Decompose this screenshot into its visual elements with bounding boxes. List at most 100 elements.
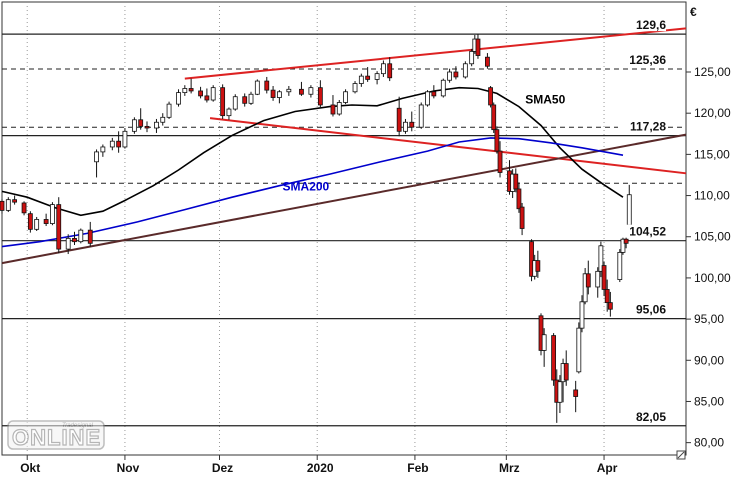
horizontal-levels [2,33,686,427]
level-label: 82,05 [636,410,666,424]
candle-body [12,199,18,203]
tradesignal-online-logo: ONLINE Tradesignal [7,420,105,451]
candles [0,34,632,423]
candle-body [381,63,386,75]
candle [182,85,188,96]
candle [299,81,304,96]
candle-body [56,204,62,250]
y-tick-label: 120,00 [694,106,731,120]
candle [72,231,77,245]
plot-area [1,1,687,456]
x-tick-label: Mrz [499,461,520,475]
candle-body [557,381,563,403]
y-tick-label: 80,00 [694,436,724,450]
candle [519,202,525,236]
y-tick-label: 85,00 [694,394,724,408]
candle-body [418,104,424,128]
candle-body [160,116,166,123]
candle-body [308,87,314,95]
candle [418,102,424,129]
candle-body [270,89,276,98]
candle-body [100,146,106,153]
candle-body [226,108,232,117]
candle [529,239,534,282]
level-label: 104,52 [629,225,666,239]
ma-annotation-label: SMA200 [283,180,330,194]
candle-body [626,194,632,226]
level-label-bg [618,224,666,238]
x-tick-label: Dez [212,461,233,475]
candle [403,118,408,134]
candle [27,211,33,233]
candle-body [116,140,122,148]
candle-body [409,121,415,128]
candle-body [176,92,181,105]
candle-body [43,219,49,224]
y-tick-label: 95,00 [694,312,724,326]
resize-corner-icon[interactable] [676,450,686,460]
candle-body [286,88,292,93]
candle [336,100,342,116]
candle [264,76,270,94]
candle [623,235,629,249]
level-label: 117,28 [630,120,666,134]
candle [308,85,314,98]
candle [270,86,276,101]
candle-body [374,73,380,80]
candle-body [541,334,547,351]
candle [598,241,604,278]
candle-body [27,213,33,230]
candle [176,89,181,107]
candle [43,213,49,227]
level-label-bg [618,119,666,133]
x-tick-label: Feb [407,461,428,475]
candle-body [188,88,194,92]
candle-body [494,129,500,152]
candle-body [94,151,99,163]
candle [595,267,601,298]
candle [440,78,446,98]
candle-body [299,88,304,95]
x-tick-label: Nov [117,461,140,475]
x-tick-label: Okt [20,461,40,475]
candle [286,86,292,96]
candle [516,182,522,213]
y-tick-label: 90,00 [694,353,724,367]
candle-body [403,121,408,132]
candle [585,260,591,295]
candle [396,96,402,137]
candle-body [21,202,27,214]
candle-body [535,260,541,272]
candle-body [579,301,585,329]
candle-body [336,102,342,115]
candle-body [365,75,371,80]
candle-body [607,302,613,310]
level-label: 129,6 [636,18,666,32]
candle [78,228,84,244]
candle-body [330,104,336,115]
candle-body [131,119,137,132]
candle [409,111,415,132]
candle-body [387,63,393,79]
x-tick-label: 2020 [307,461,334,475]
candle-body [582,273,588,303]
candle-body [516,188,522,210]
ma-annotation-label: SMA50 [525,92,565,106]
currency-symbol: € [690,5,697,19]
candle [513,168,519,193]
candle-body [573,389,579,397]
candle-body [254,80,260,95]
candle [352,81,358,94]
candle-body [78,229,84,243]
y-axis: 80,00 85,00 90,00 95,00 100,00 105,00 110,00 11… [686,65,731,450]
candle-body [232,96,238,110]
candle [248,91,254,105]
candle-body [453,71,459,78]
candle-body [488,87,493,106]
candle-body [276,91,282,98]
candle [154,118,159,133]
candle [576,322,582,374]
candle-body [425,91,430,106]
candle-body [576,327,582,373]
